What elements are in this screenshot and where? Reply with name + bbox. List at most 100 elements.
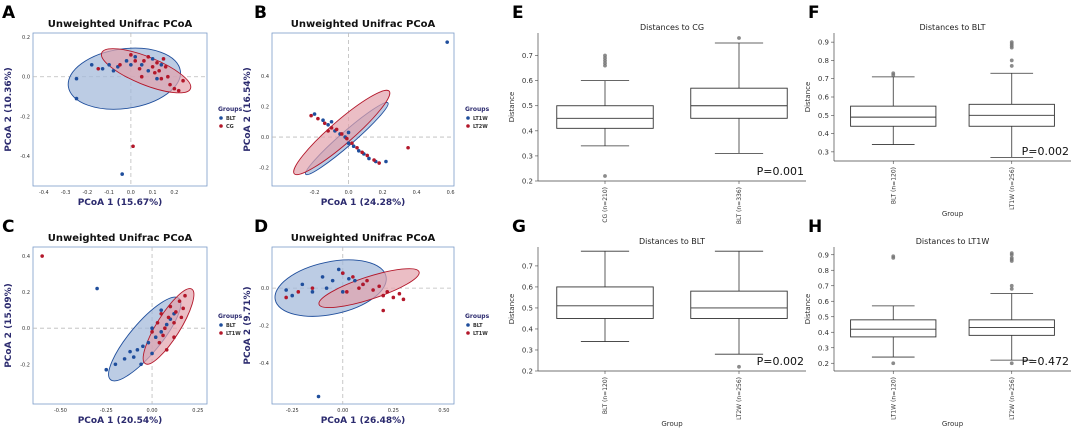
point-LT1W <box>326 123 330 127</box>
x-tick-label: -0.50 <box>54 408 67 414</box>
point-LT2W <box>345 136 349 141</box>
y-axis-label: PCoA 2 (9.71%) <box>243 286 253 364</box>
point-LT1W <box>172 335 176 340</box>
x-tick-label: CG (n=210) <box>602 187 609 223</box>
point-LT1W <box>351 275 355 279</box>
point-BLT <box>336 267 341 272</box>
y-tick-label: 0.4 <box>522 325 534 333</box>
ellipse-LT1W <box>142 288 195 365</box>
point-LT1W <box>163 326 167 331</box>
outlier-point <box>1009 251 1014 256</box>
legend-label-LT1W: LT1W <box>226 331 241 337</box>
y-tick-label: 0.7 <box>522 262 533 270</box>
x-tick-label: 0.0 <box>127 190 135 196</box>
point-LT1W <box>321 118 325 123</box>
x-tick-label: -0.3 <box>61 190 71 196</box>
x-tick-label: BLT (n=120) <box>602 377 609 414</box>
y-axis-label: Distance <box>508 92 516 123</box>
y-tick-label: 0.4 <box>22 254 30 260</box>
x-tick-label: 0.2 <box>379 190 387 196</box>
y-tick-label: 0.4 <box>818 329 830 337</box>
point-LT2W <box>316 116 320 121</box>
point-BLT <box>95 286 99 291</box>
point-LT2W <box>365 153 370 158</box>
y-tick-label: 0.0 <box>261 286 269 292</box>
point-BLT <box>74 96 79 101</box>
point-BLT <box>340 290 345 294</box>
point-BLT <box>150 326 154 331</box>
point-LT1W <box>397 291 402 296</box>
y-tick-label: -0.2 <box>259 166 269 172</box>
point-LT1W <box>357 286 361 290</box>
point-LT2W <box>350 141 354 145</box>
point-LT1W <box>296 290 301 294</box>
point-LT2W <box>334 127 339 132</box>
point-LT1W <box>365 278 369 283</box>
chart-title: Unweighted Unifrac PCoA <box>291 233 436 244</box>
point-LT1W <box>371 288 375 292</box>
y-tick-label: 0.2 <box>522 178 533 186</box>
y-tick-label: 0.0 <box>22 75 30 81</box>
point-CG <box>153 70 157 75</box>
y-tick-label: 0.5 <box>522 304 533 312</box>
point-BLT <box>113 362 118 367</box>
point-CG <box>139 74 144 79</box>
panel-C: C Unweighted Unifrac PCoA -0.50 -0.25 0.00 0.… <box>2 217 243 426</box>
point-CG <box>159 76 164 81</box>
point-BLT <box>324 286 329 290</box>
legend-label-BLT: BLT <box>226 323 236 329</box>
panel-G: G Distances to BLT 0.2 0.3 0.4 0.5 0.6 0.7 Dista… <box>508 217 806 428</box>
x-tick-label: 0.1 <box>149 190 157 196</box>
y-axis-label: PCoA 2 (16.54%) <box>243 67 253 152</box>
legend-label-CG: CG <box>226 124 234 130</box>
point-CG <box>172 86 177 91</box>
point-BLT <box>89 62 94 67</box>
box-iqr <box>690 87 788 119</box>
point-CG <box>96 66 101 71</box>
point-CG <box>157 68 161 73</box>
x-tick-label: 0.00 <box>146 408 157 414</box>
p-value-label: P=0.002 <box>757 355 804 368</box>
outlier-point <box>891 71 896 76</box>
legend-label-BLT: BLT <box>226 116 236 122</box>
panel-A: A Unweighted Unifrac PCoA -0.4 -0.3 -0.2 -0.1… <box>2 3 243 208</box>
box-2: LT2W (n=256) <box>968 251 1055 420</box>
point-CG <box>137 66 142 71</box>
point-LT1W <box>181 306 185 311</box>
panel-B: B Unweighted Unifrac PCoA -0.2 0.0 0.2 0.4 0.6… <box>243 3 490 208</box>
panel-label-B: B <box>254 3 267 23</box>
point-LT1W <box>284 295 288 300</box>
point-LT1W <box>164 348 169 352</box>
y-tick-label: 0.7 <box>818 282 829 290</box>
point-LT1W <box>150 330 154 334</box>
point-BLT <box>353 278 357 283</box>
legend-marker-LT1W <box>219 331 223 335</box>
p-value-label: P=0.001 <box>757 165 804 178</box>
point-CG <box>155 61 159 65</box>
y-axis-label: Distance <box>508 294 516 325</box>
point-BLT <box>128 349 132 354</box>
point-BLT <box>146 68 151 73</box>
point-LT1W <box>385 290 390 294</box>
legend-marker-LT1W <box>466 331 470 335</box>
point-LT1W <box>168 304 173 309</box>
point-LT1W <box>361 282 365 287</box>
point-BLT <box>146 340 151 345</box>
x-tick-label: LT2W (n=256) <box>1009 377 1016 420</box>
point-BLT <box>159 308 164 312</box>
point-BLT <box>122 357 127 361</box>
x-tick-label: -0.2 <box>310 190 320 196</box>
point-BLT <box>139 362 143 367</box>
point-BLT <box>310 290 315 294</box>
legend-marker-BLT <box>219 116 223 120</box>
point-LT1W <box>381 308 386 313</box>
panel-label-C: C <box>2 217 14 237</box>
box-iqr <box>850 319 937 338</box>
point-BLT <box>330 278 335 283</box>
point-BLT <box>153 335 158 340</box>
point-LT2W <box>339 132 344 136</box>
point-LT1W <box>329 119 334 124</box>
point-LT1W <box>346 130 351 135</box>
point-BLT <box>135 348 140 352</box>
